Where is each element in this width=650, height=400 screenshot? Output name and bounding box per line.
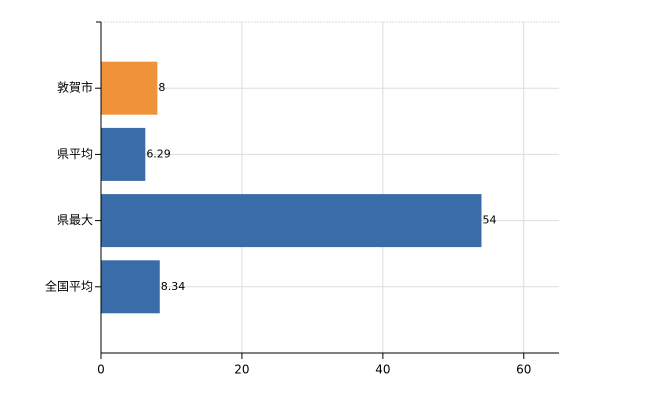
y-tick-label: 県平均 [57,147,93,161]
x-tick-label: 20 [234,363,249,377]
value-label: 6.29 [146,147,171,160]
x-tick-label: 0 [97,363,105,377]
y-tick-label: 全国平均 [45,278,93,293]
value-label: 8.34 [161,280,186,293]
y-tick-label: 敦賀市 [57,80,93,95]
x-tick-label: 40 [375,363,390,377]
bar [101,127,146,181]
y-tick-label: 県最大 [57,213,93,227]
x-tick-label: 60 [516,363,531,377]
value-label: 8 [158,81,165,94]
bar [101,260,160,314]
bar [101,61,158,115]
value-label: 54 [482,214,496,227]
bar [101,194,482,248]
